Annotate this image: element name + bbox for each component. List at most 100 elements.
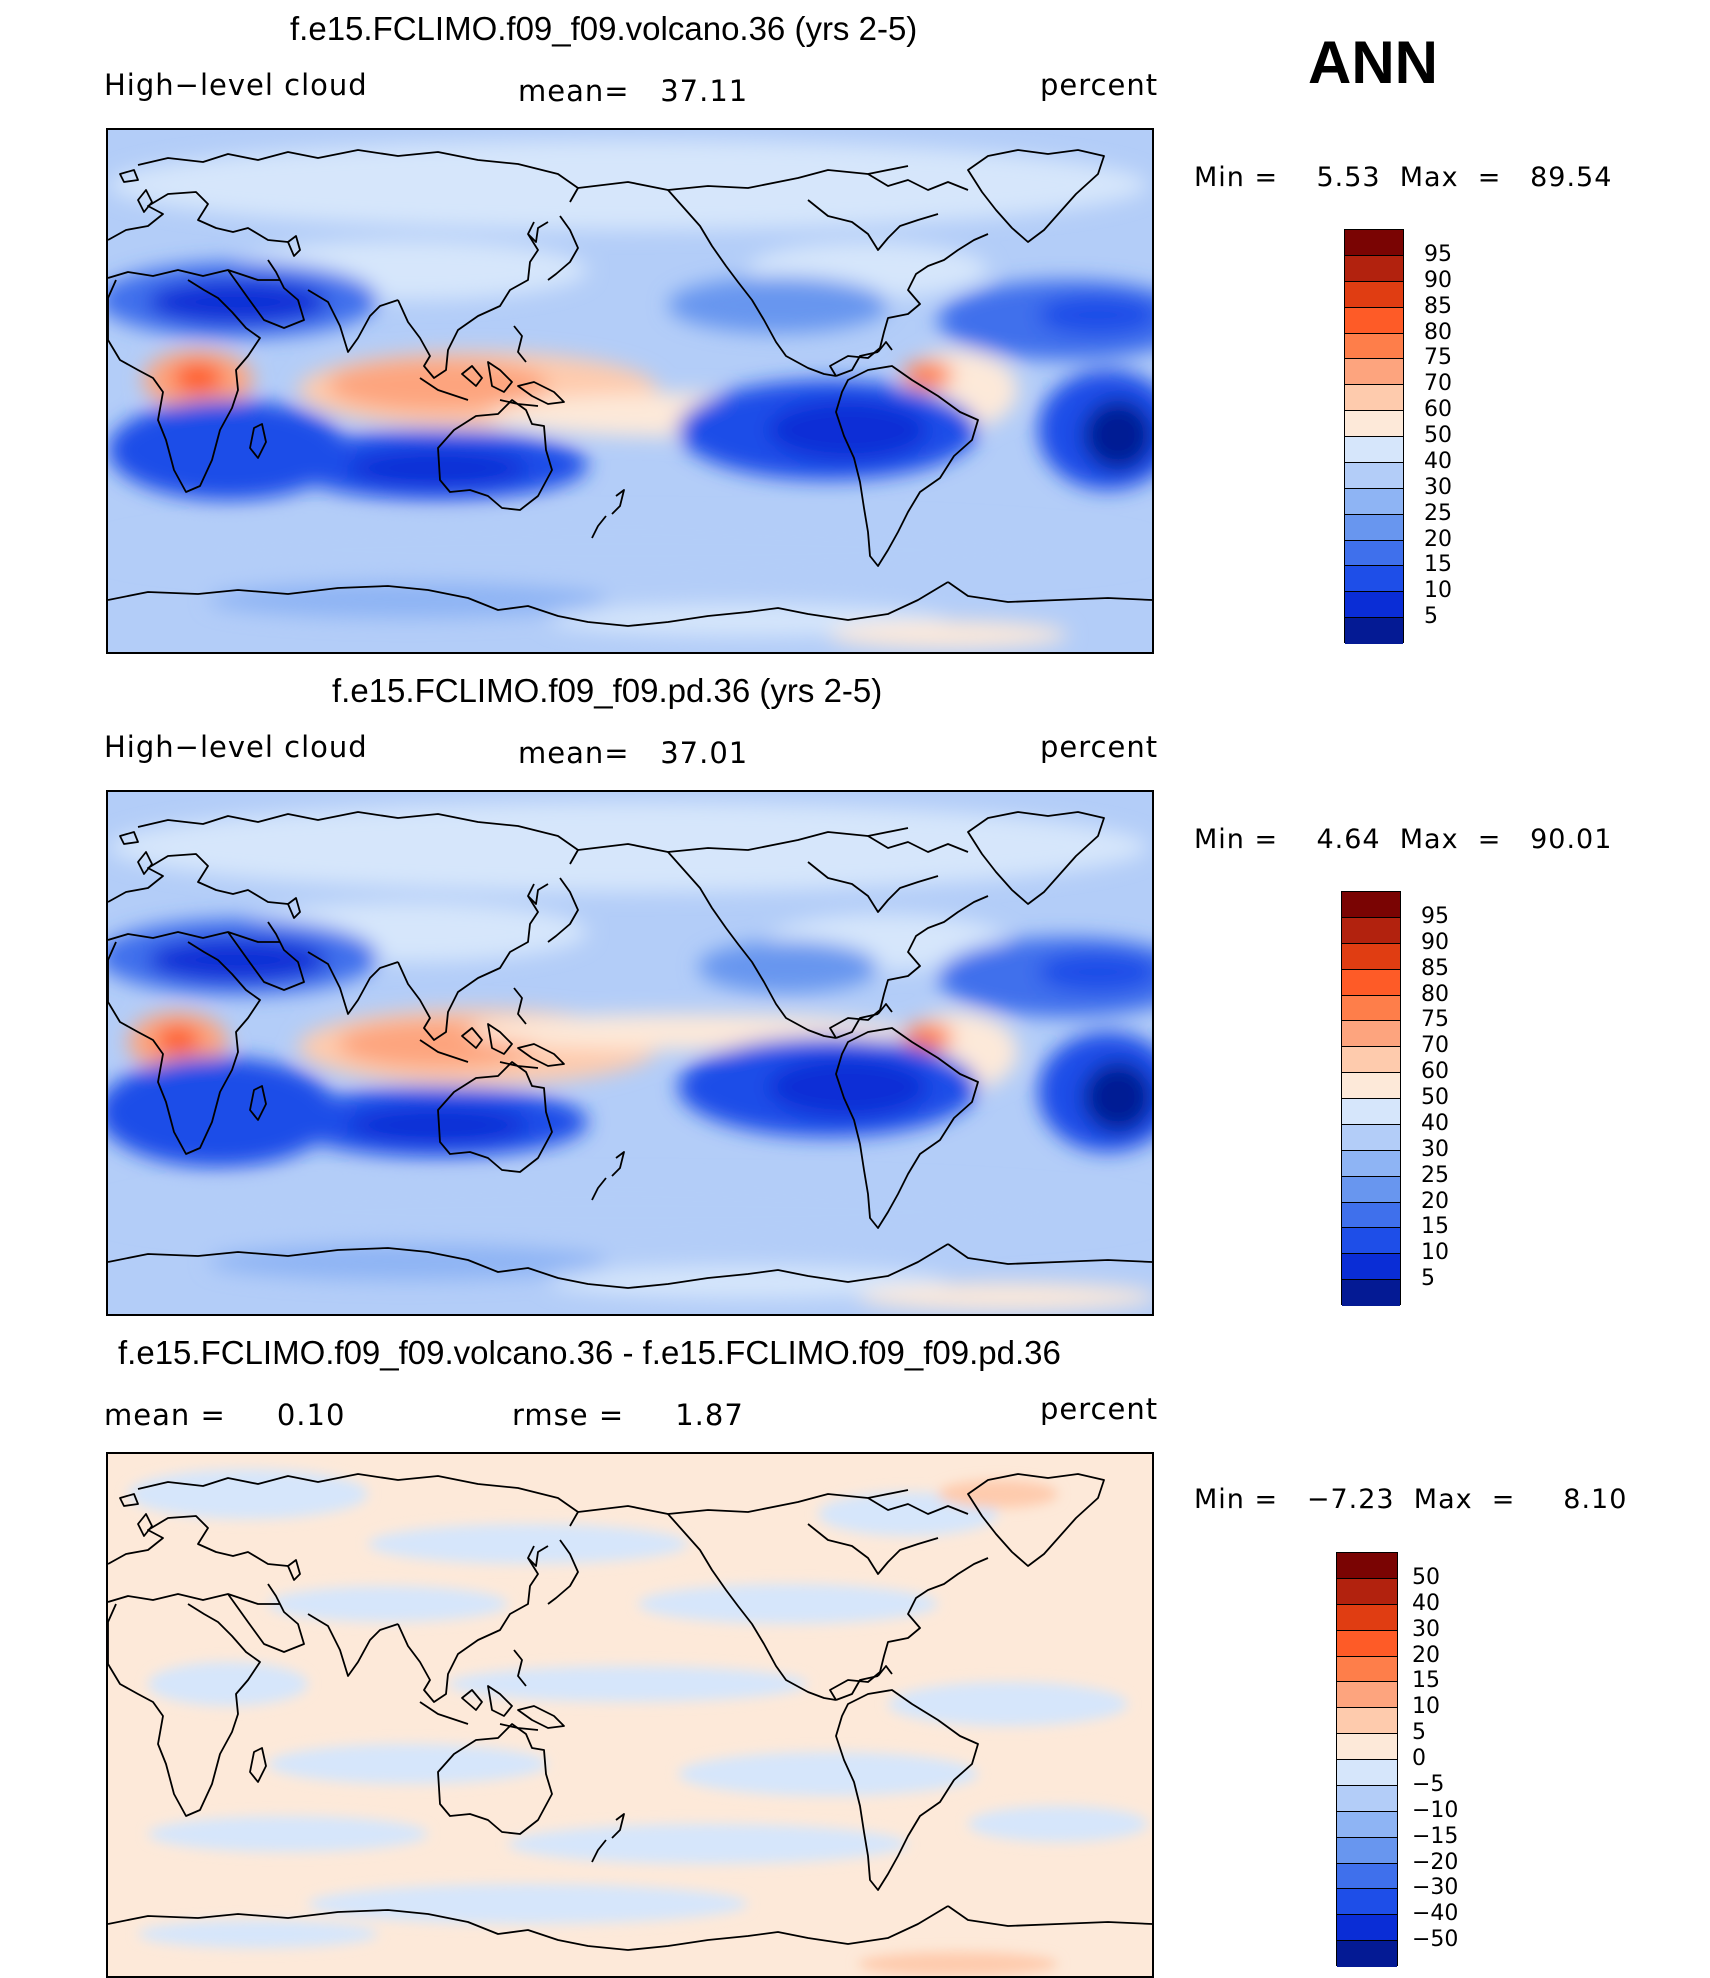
colorbar-tick-label: 40 [1421,1110,1449,1136]
panel-3-units-label: percent [1040,1392,1159,1426]
colorbar-tick-label: 70 [1421,1033,1449,1059]
panel-2-min-max: Min = 4.64 Max = 90.01 [1194,824,1613,855]
colorbar-tick-label: 75 [1424,345,1452,371]
panel-2-title: f.e15.FCLIMO.f09_f09.pd.36 (yrs 2-5) [332,672,883,709]
colorbar-swatch [1337,1785,1397,1812]
panel-1-variable-label: High−level cloud [104,68,368,102]
colorbar-tick-label: 50 [1424,423,1452,448]
colorbar-swatch [1345,618,1403,644]
colorbar-swatch [1337,1760,1397,1786]
colorbar-swatch [1345,592,1403,619]
colorbar-swatch [1337,1889,1397,1916]
colorbar-swatch [1342,1021,1400,1048]
panel-3-colorbar-labels: 50 40 30 20 15 10 5 0 −5 −10 −15 −20 −30 −40 −50 [1412,1552,1482,1966]
panel-2-colorbar [1341,891,1401,1306]
panel-1-colorbar-labels: 95 90 85 80 75 70 60 50 40 30 25 20 15 10 5 [1424,229,1484,643]
colorbar-tick-label: 5 [1421,1266,1435,1292]
colorbar-swatch [1342,1228,1400,1255]
colorbar-tick-label: 85 [1421,955,1449,981]
colorbar-swatch [1345,359,1403,386]
colorbar-tick-label: −50 [1412,1927,1459,1953]
colorbar-swatch [1345,230,1403,256]
panel-1-min-max: Min = 5.53 Max = 89.54 [1194,162,1613,193]
colorbar-tick-label: 30 [1424,474,1452,500]
colorbar-swatch [1345,566,1403,593]
colorbar-swatch [1342,1176,1400,1203]
colorbar-tick-label: 5 [1412,1720,1426,1746]
colorbar-swatch [1337,1682,1397,1709]
colorbar-tick-label: 95 [1421,903,1449,929]
colorbar-tick-label: −10 [1412,1797,1459,1823]
colorbar-tick-label: 30 [1421,1136,1449,1162]
colorbar-swatch [1337,1578,1397,1605]
colorbar-tick-label: 40 [1412,1590,1440,1616]
colorbar-swatch [1337,1630,1397,1657]
colorbar-tick-label: 60 [1421,1059,1449,1085]
panel-3-mean-label: mean = 0.10 [104,1398,346,1432]
colorbar-tick-label: 20 [1412,1642,1440,1668]
colorbar-tick-label: −5 [1412,1771,1445,1797]
panel-1-mean-label: mean= 37.11 [518,74,749,108]
colorbar-swatch [1337,1604,1397,1631]
colorbar-swatch [1342,892,1400,918]
colorbar-tick-label: 15 [1421,1214,1449,1240]
colorbar-tick-label: 70 [1424,371,1452,397]
colorbar-swatch [1342,1202,1400,1229]
colorbar-tick-label: 50 [1412,1564,1440,1590]
colorbar-tick-label: 15 [1412,1668,1440,1694]
colorbar-swatch [1337,1863,1397,1890]
colorbar-swatch [1337,1915,1397,1942]
panel-3-min-max: Min = −7.23 Max = 8.10 [1194,1484,1628,1515]
colorbar-tick-label: 30 [1412,1616,1440,1642]
colorbar-swatch [1342,943,1400,970]
panel-3-colorbar [1336,1552,1398,1967]
colorbar-swatch [1342,1124,1400,1151]
panel-2-variable-label: High−level cloud [104,730,368,764]
colorbar-swatch [1342,917,1400,944]
colorbar-swatch [1337,1553,1397,1579]
colorbar-tick-label: 25 [1424,500,1452,526]
panel-3-title: f.e15.FCLIMO.f09_f09.volcano.36 - f.e15.… [118,1334,1061,1371]
colorbar-tick-label: 15 [1424,552,1452,578]
panel-2-colorbar-labels: 95 90 85 80 75 70 60 50 40 30 25 20 15 10 5 [1421,891,1481,1305]
colorbar-swatch [1337,1734,1397,1760]
panel-1-title: f.e15.FCLIMO.f09_f09.volcano.36 (yrs 2-5… [290,10,918,47]
colorbar-tick-label: 90 [1424,267,1452,293]
panel-2-map [106,790,1154,1316]
colorbar-swatch [1345,385,1403,412]
colorbar-swatch [1342,1280,1400,1306]
colorbar-tick-label: 75 [1421,1007,1449,1033]
colorbar-tick-label: 60 [1424,397,1452,423]
colorbar-swatch [1342,1254,1400,1281]
panel-1-units-label: percent [1040,68,1159,102]
season-label: ANN [1308,29,1438,96]
colorbar-swatch [1337,1656,1397,1683]
colorbar-tick-label: −40 [1412,1901,1459,1927]
colorbar-tick-label: 5 [1424,604,1438,630]
colorbar-swatch [1345,488,1403,515]
colorbar-swatch [1342,969,1400,996]
colorbar-swatch [1345,307,1403,334]
colorbar-tick-label: 95 [1424,241,1452,267]
colorbar-swatch [1345,514,1403,541]
colorbar-swatch [1337,1941,1397,1967]
panel-3-map [106,1452,1154,1978]
colorbar-swatch [1345,462,1403,489]
colorbar-swatch [1342,1073,1400,1099]
colorbar-tick-label: −20 [1412,1849,1459,1875]
colorbar-swatch [1342,1150,1400,1177]
colorbar-swatch [1345,281,1403,308]
panel-1-map [106,128,1154,654]
colorbar-tick-label: 80 [1421,981,1449,1007]
colorbar-swatch [1342,1047,1400,1074]
colorbar-tick-label: 25 [1421,1162,1449,1188]
panel-2-units-label: percent [1040,730,1159,764]
colorbar-tick-label: 0 [1412,1746,1426,1771]
colorbar-swatch [1337,1708,1397,1735]
colorbar-swatch [1345,255,1403,282]
colorbar-tick-label: 50 [1421,1085,1449,1110]
panel-3-rmse-label: rmse = 1.87 [512,1398,744,1432]
panel-1-colorbar [1344,229,1404,644]
colorbar-swatch [1345,411,1403,437]
colorbar-swatch [1342,995,1400,1022]
